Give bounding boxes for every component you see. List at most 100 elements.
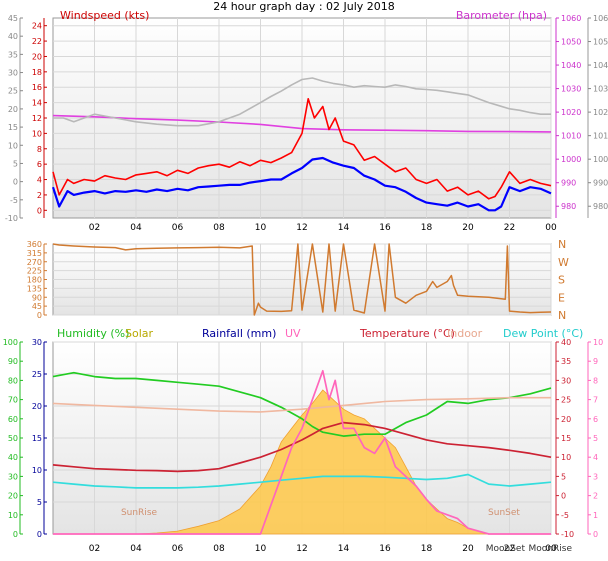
x-tick-label: 02 bbox=[89, 544, 100, 554]
x-tick-label: 22 bbox=[504, 223, 515, 233]
barometer-tick-label: 1060 bbox=[561, 14, 581, 23]
compass-label: W bbox=[558, 256, 569, 269]
barometer-outer-tick-label: 1060 bbox=[593, 14, 608, 23]
x-tick-label: 16 bbox=[379, 223, 391, 233]
temperature-tick-label: -5 bbox=[561, 511, 569, 520]
x-tick-label: 08 bbox=[213, 223, 225, 233]
temperature-tick-label: 35 bbox=[561, 357, 571, 366]
temp-humidity-panel: Humidity (%) Solar Rainfall (mm) UV Temp… bbox=[3, 327, 603, 554]
uv-tick-label: 5 bbox=[593, 434, 598, 443]
sunrise-label: SunRise bbox=[121, 508, 158, 518]
humidity-tick-label: 40 bbox=[8, 453, 18, 462]
windspeed-outer-tick-label: 10 bbox=[8, 141, 18, 150]
humidity-tick-label: 80 bbox=[8, 376, 18, 385]
windspeed-tick-label: 18 bbox=[32, 68, 42, 77]
wind_avg-line bbox=[51, 156, 552, 212]
humidity-tick-label: 60 bbox=[8, 415, 18, 424]
windspeed-outer-tick-label: 15 bbox=[8, 123, 18, 132]
astro-annotations: SunRise SunSet MoonSet MoonRise bbox=[121, 508, 573, 554]
rainfall-legend: Rainfall (mm) bbox=[202, 327, 276, 340]
graph-title: 24 hour graph day : 02 July 2018 bbox=[213, 0, 395, 13]
wind-baro-axes: 024681012141618202224-10-505101520253035… bbox=[5, 14, 608, 233]
x-tick-label: 12 bbox=[296, 544, 307, 554]
barometer-tick-label: 1040 bbox=[561, 61, 581, 70]
uv-tick-label: 8 bbox=[593, 376, 598, 385]
barometer-outer-tick-label: 1000 bbox=[593, 155, 608, 164]
barometer-outer-tick-label: 990 bbox=[593, 179, 608, 188]
windspeed-outer-tick-label: 45 bbox=[8, 14, 18, 23]
x-tick-label: 22 bbox=[504, 544, 515, 554]
barometer-tick-label: 1050 bbox=[561, 38, 581, 47]
temperature-tick-label: 40 bbox=[561, 338, 571, 347]
wind-baro-panel: Windspeed (kts) Barometer (hpa) 02468101… bbox=[5, 9, 608, 233]
temperature-tick-label: 30 bbox=[561, 376, 571, 385]
dewpoint-legend: Dew Point (°C) bbox=[503, 327, 583, 340]
direction-tick-label: 315 bbox=[27, 249, 42, 258]
rainfall-tick-label: 30 bbox=[32, 338, 42, 347]
temp-humidity-series bbox=[52, 369, 552, 535]
x-tick-label: 20 bbox=[462, 223, 474, 233]
windspeed-outer-tick-label: 40 bbox=[8, 32, 18, 41]
windspeed-tick-label: 2 bbox=[37, 191, 42, 200]
temperature-tick-label: 15 bbox=[561, 434, 571, 443]
windspeed-tick-label: 10 bbox=[32, 129, 42, 138]
x-tick-label: 06 bbox=[172, 544, 184, 554]
uv-tick-label: 6 bbox=[593, 415, 598, 424]
windspeed-tick-label: 0 bbox=[37, 206, 42, 215]
direction-line bbox=[52, 243, 552, 316]
humidity-tick-label: 50 bbox=[8, 434, 18, 443]
moonrise-label: MoonRise bbox=[529, 544, 573, 554]
humidity-tick-label: 10 bbox=[8, 511, 18, 520]
uv-legend: UV bbox=[285, 327, 301, 340]
rainfall-tick-label: 5 bbox=[37, 498, 42, 507]
barometer-outer-tick-label: 1010 bbox=[593, 132, 608, 141]
x-tick-label: 14 bbox=[338, 223, 350, 233]
wind-line bbox=[52, 98, 552, 200]
humidity-line bbox=[52, 371, 552, 437]
barometer-outer-tick-label: 1040 bbox=[593, 61, 608, 70]
windspeed-tick-label: 6 bbox=[37, 160, 42, 169]
compass-label: N bbox=[558, 238, 566, 251]
rainfall-tick-label: 25 bbox=[32, 370, 42, 379]
temperature-tick-label: 5 bbox=[561, 472, 566, 481]
barometer-tick-label: 1020 bbox=[561, 108, 581, 117]
moonset-label: MoonSet bbox=[486, 544, 526, 554]
humidity-tick-label: 20 bbox=[8, 492, 18, 501]
uv-tick-label: 2 bbox=[593, 492, 598, 501]
humidity-legend: Humidity (%) bbox=[57, 327, 129, 340]
windspeed-tick-label: 12 bbox=[32, 114, 42, 123]
x-tick-label: 10 bbox=[255, 223, 267, 233]
barometer-tick-label: 980 bbox=[561, 202, 576, 211]
temp-humidity-axes: 0102030405060708090100051015202530-10-50… bbox=[3, 338, 603, 554]
windspeed-tick-label: 22 bbox=[32, 37, 42, 46]
windspeed-outer-tick-label: -5 bbox=[10, 196, 18, 205]
compass-label: S bbox=[558, 274, 565, 287]
barometer-tick-label: 1000 bbox=[561, 155, 581, 164]
uv-line bbox=[53, 369, 551, 535]
x-tick-label: 18 bbox=[421, 223, 433, 233]
direction-tick-label: 180 bbox=[27, 276, 42, 285]
solar-legend: Solar bbox=[125, 327, 154, 340]
barometer-axis-label: Barometer (hpa) bbox=[456, 9, 547, 22]
windspeed-outer-tick-label: 20 bbox=[8, 105, 18, 114]
uv-tick-label: 9 bbox=[593, 357, 598, 366]
uv-tick-label: 3 bbox=[593, 472, 598, 481]
barometer-outer-tick-label: 1030 bbox=[593, 85, 608, 94]
x-tick-label: 14 bbox=[338, 544, 350, 554]
humidity-tick-label: 90 bbox=[8, 357, 18, 366]
direction-tick-label: 360 bbox=[27, 240, 42, 249]
direction-tick-label: 45 bbox=[32, 302, 42, 311]
windspeed-outer-tick-label: 25 bbox=[8, 87, 18, 96]
windspeed-outer-tick-label: 35 bbox=[8, 50, 18, 59]
temperature-tick-label: 25 bbox=[561, 396, 571, 405]
rainfall-tick-label: 0 bbox=[37, 530, 42, 539]
barometer-tick-label: 990 bbox=[561, 179, 576, 188]
temperature-tick-label: 20 bbox=[561, 415, 571, 424]
humidity-tick-label: 100 bbox=[3, 338, 18, 347]
humidity-tick-label: 70 bbox=[8, 396, 18, 405]
temperature-tick-label: -10 bbox=[561, 530, 574, 539]
humidity-tick-label: 0 bbox=[13, 530, 18, 539]
x-tick-label: 12 bbox=[296, 223, 307, 233]
windspeed-tick-label: 8 bbox=[37, 145, 42, 154]
